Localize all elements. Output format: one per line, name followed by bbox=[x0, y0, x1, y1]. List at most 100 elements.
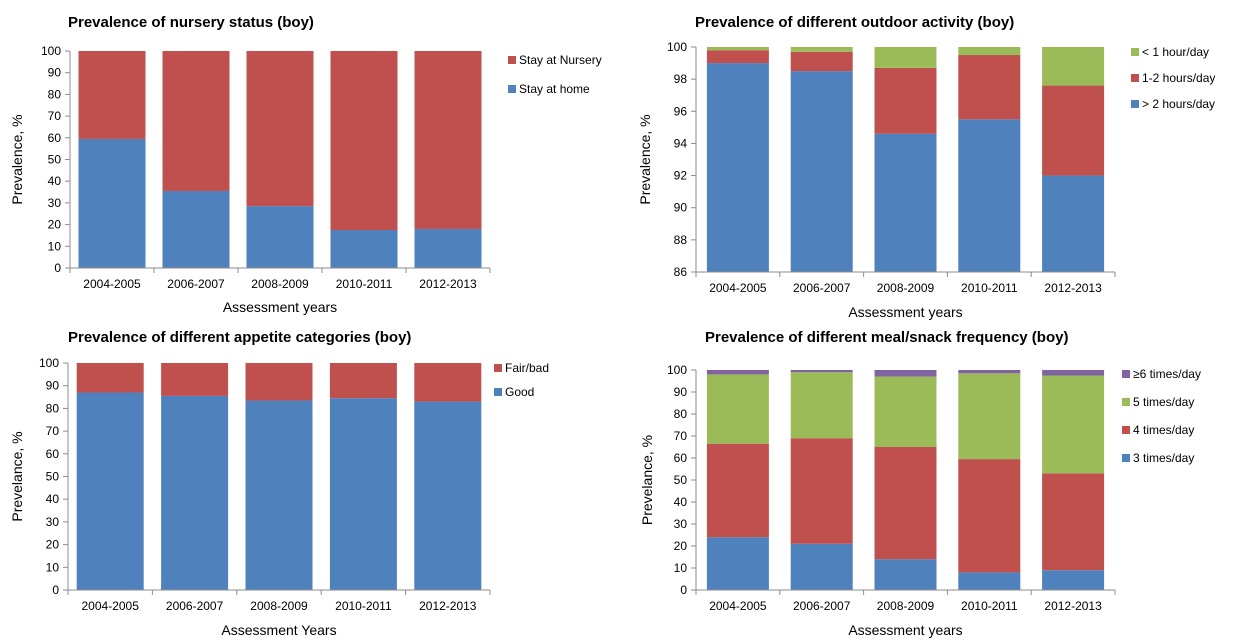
bar-segment--6-times-day bbox=[790, 370, 853, 373]
bar-segment-4-times-day bbox=[1042, 473, 1105, 571]
bar-segment-fair-bad bbox=[245, 363, 313, 401]
y-tick-label: 60 bbox=[46, 447, 60, 461]
y-tick-label: 50 bbox=[674, 473, 688, 487]
bar-segment-good bbox=[245, 400, 313, 590]
legend-label: ≥6 times/day bbox=[1133, 367, 1201, 381]
y-tick-label: 40 bbox=[674, 495, 688, 509]
legend-swatch bbox=[1131, 74, 1139, 82]
bar-segment--6-times-day bbox=[874, 370, 937, 377]
bar-segment-stay-at-home bbox=[414, 228, 482, 268]
x-tick-label: 2004-2005 bbox=[83, 277, 141, 291]
y-tick-label: 20 bbox=[48, 218, 62, 232]
x-tick-label: 2004-2005 bbox=[82, 599, 140, 613]
legend-swatch bbox=[508, 85, 516, 93]
x-tick-label: 2012-2013 bbox=[1044, 281, 1102, 295]
y-tick-label: 92 bbox=[674, 169, 688, 183]
bar-segment-good bbox=[76, 392, 144, 590]
legend-label: Good bbox=[505, 385, 534, 399]
y-tick-label: 100 bbox=[667, 40, 687, 54]
y-tick-label: 10 bbox=[48, 239, 62, 253]
y-tick-label: 70 bbox=[674, 429, 688, 443]
bar-segment-5-times-day bbox=[1042, 375, 1105, 474]
legend-swatch bbox=[1122, 370, 1130, 378]
bar-segment--6-times-day bbox=[706, 370, 769, 375]
y-tick-label: 60 bbox=[674, 451, 688, 465]
legend-swatch bbox=[494, 388, 502, 396]
legend-label: 5 times/day bbox=[1133, 395, 1194, 409]
chart-2: Prevalence of different outdoor activity… bbox=[637, 14, 1215, 320]
x-tick-label: 2010-2011 bbox=[961, 281, 1018, 295]
bar-segment-5-times-day bbox=[790, 372, 853, 439]
chart-title: Prevalence of different outdoor activity… bbox=[695, 14, 1014, 31]
y-axis-label: Prevelance, % bbox=[9, 431, 25, 521]
bar-segment--1-hour-day bbox=[706, 47, 769, 51]
chart-4: Prevalence of different meal/snack frequ… bbox=[639, 329, 1201, 638]
y-tick-label: 96 bbox=[674, 104, 688, 118]
x-tick-label: 2010-2011 bbox=[335, 599, 392, 613]
bar-segment-4-times-day bbox=[706, 443, 769, 538]
bar-segment-1-2-hours-day bbox=[790, 51, 853, 72]
bar-segment--1-hour-day bbox=[874, 47, 937, 68]
chart-title: Prevalence of different appetite categor… bbox=[68, 329, 411, 346]
legend-swatch bbox=[1131, 100, 1139, 108]
y-tick-label: 0 bbox=[54, 261, 61, 275]
legend-label: Fair/bad bbox=[505, 361, 549, 375]
x-tick-label: 2008-2009 bbox=[877, 281, 935, 295]
y-tick-label: 80 bbox=[48, 87, 62, 101]
legend-swatch bbox=[508, 56, 516, 64]
bar-segment-1-2-hours-day bbox=[1042, 85, 1105, 176]
legend-swatch bbox=[1122, 398, 1130, 406]
bar-segment-5-times-day bbox=[958, 373, 1021, 460]
legend-swatch bbox=[1131, 48, 1139, 56]
x-tick-label: 2006-2007 bbox=[793, 281, 851, 295]
bar-segment-4-times-day bbox=[790, 438, 853, 544]
x-axis-label: Assessment Years bbox=[221, 622, 336, 638]
x-tick-label: 2006-2007 bbox=[166, 599, 224, 613]
y-tick-label: 90 bbox=[674, 385, 688, 399]
bar-segment-3-times-day bbox=[958, 572, 1021, 590]
y-tick-label: 60 bbox=[48, 131, 62, 145]
x-tick-label: 2004-2005 bbox=[709, 281, 767, 295]
bar-segment-stay-at-nursery bbox=[330, 51, 398, 231]
chart-title: Prevalence of nursery status (boy) bbox=[68, 14, 314, 31]
y-tick-label: 94 bbox=[674, 136, 688, 150]
legend-label: Stay at home bbox=[519, 82, 590, 96]
bar-segment--1-hour-day bbox=[958, 47, 1021, 56]
chart-1: Prevalence of nursery status (boy) 2004-2… bbox=[9, 14, 602, 315]
chart-title: Prevalence of different meal/snack frequ… bbox=[705, 329, 1068, 346]
x-axis-label: Assessment years bbox=[223, 299, 337, 315]
legend-swatch bbox=[1122, 454, 1130, 462]
y-tick-label: 90 bbox=[48, 66, 62, 80]
x-tick-label: 2006-2007 bbox=[793, 599, 851, 613]
bar-segment-stay-at-home bbox=[330, 230, 398, 268]
bar-segment-5-times-day bbox=[706, 374, 769, 444]
bar-segment--6-times-day bbox=[958, 370, 1021, 374]
bar-segment-stay-at-nursery bbox=[162, 51, 230, 191]
y-tick-label: 30 bbox=[46, 515, 60, 529]
x-tick-label: 2008-2009 bbox=[250, 599, 308, 613]
legend-label: > 2 hours/day bbox=[1142, 97, 1215, 111]
legend-label: 3 times/day bbox=[1133, 451, 1194, 465]
bar-segment-4-times-day bbox=[958, 459, 1021, 573]
y-tick-label: 0 bbox=[52, 583, 59, 597]
legend-swatch bbox=[494, 364, 502, 372]
bar-segment-4-times-day bbox=[874, 447, 937, 560]
y-tick-label: 70 bbox=[46, 424, 60, 438]
y-axis-label: Prevalence, % bbox=[637, 114, 653, 204]
y-tick-label: 10 bbox=[46, 560, 60, 574]
x-tick-label: 2008-2009 bbox=[251, 277, 309, 291]
bar-segment--1-hour-day bbox=[1042, 47, 1105, 86]
bar-segment--2-hours-day bbox=[790, 71, 853, 272]
y-tick-label: 90 bbox=[46, 379, 60, 393]
x-axis-label: Assessment years bbox=[848, 622, 962, 638]
bar-segment-stay-at-nursery bbox=[246, 51, 314, 207]
y-axis-label: Prevelance, % bbox=[639, 435, 655, 525]
bar-segment-3-times-day bbox=[874, 559, 937, 590]
y-tick-label: 50 bbox=[48, 153, 62, 167]
bar-segment--6-times-day bbox=[1042, 370, 1105, 376]
x-tick-label: 2012-2013 bbox=[419, 599, 477, 613]
y-axis-label: Prevalence, % bbox=[9, 114, 25, 204]
y-tick-label: 70 bbox=[48, 109, 62, 123]
bar-segment-stay-at-nursery bbox=[78, 51, 146, 139]
legend-label: Stay at Nursery bbox=[519, 53, 602, 67]
